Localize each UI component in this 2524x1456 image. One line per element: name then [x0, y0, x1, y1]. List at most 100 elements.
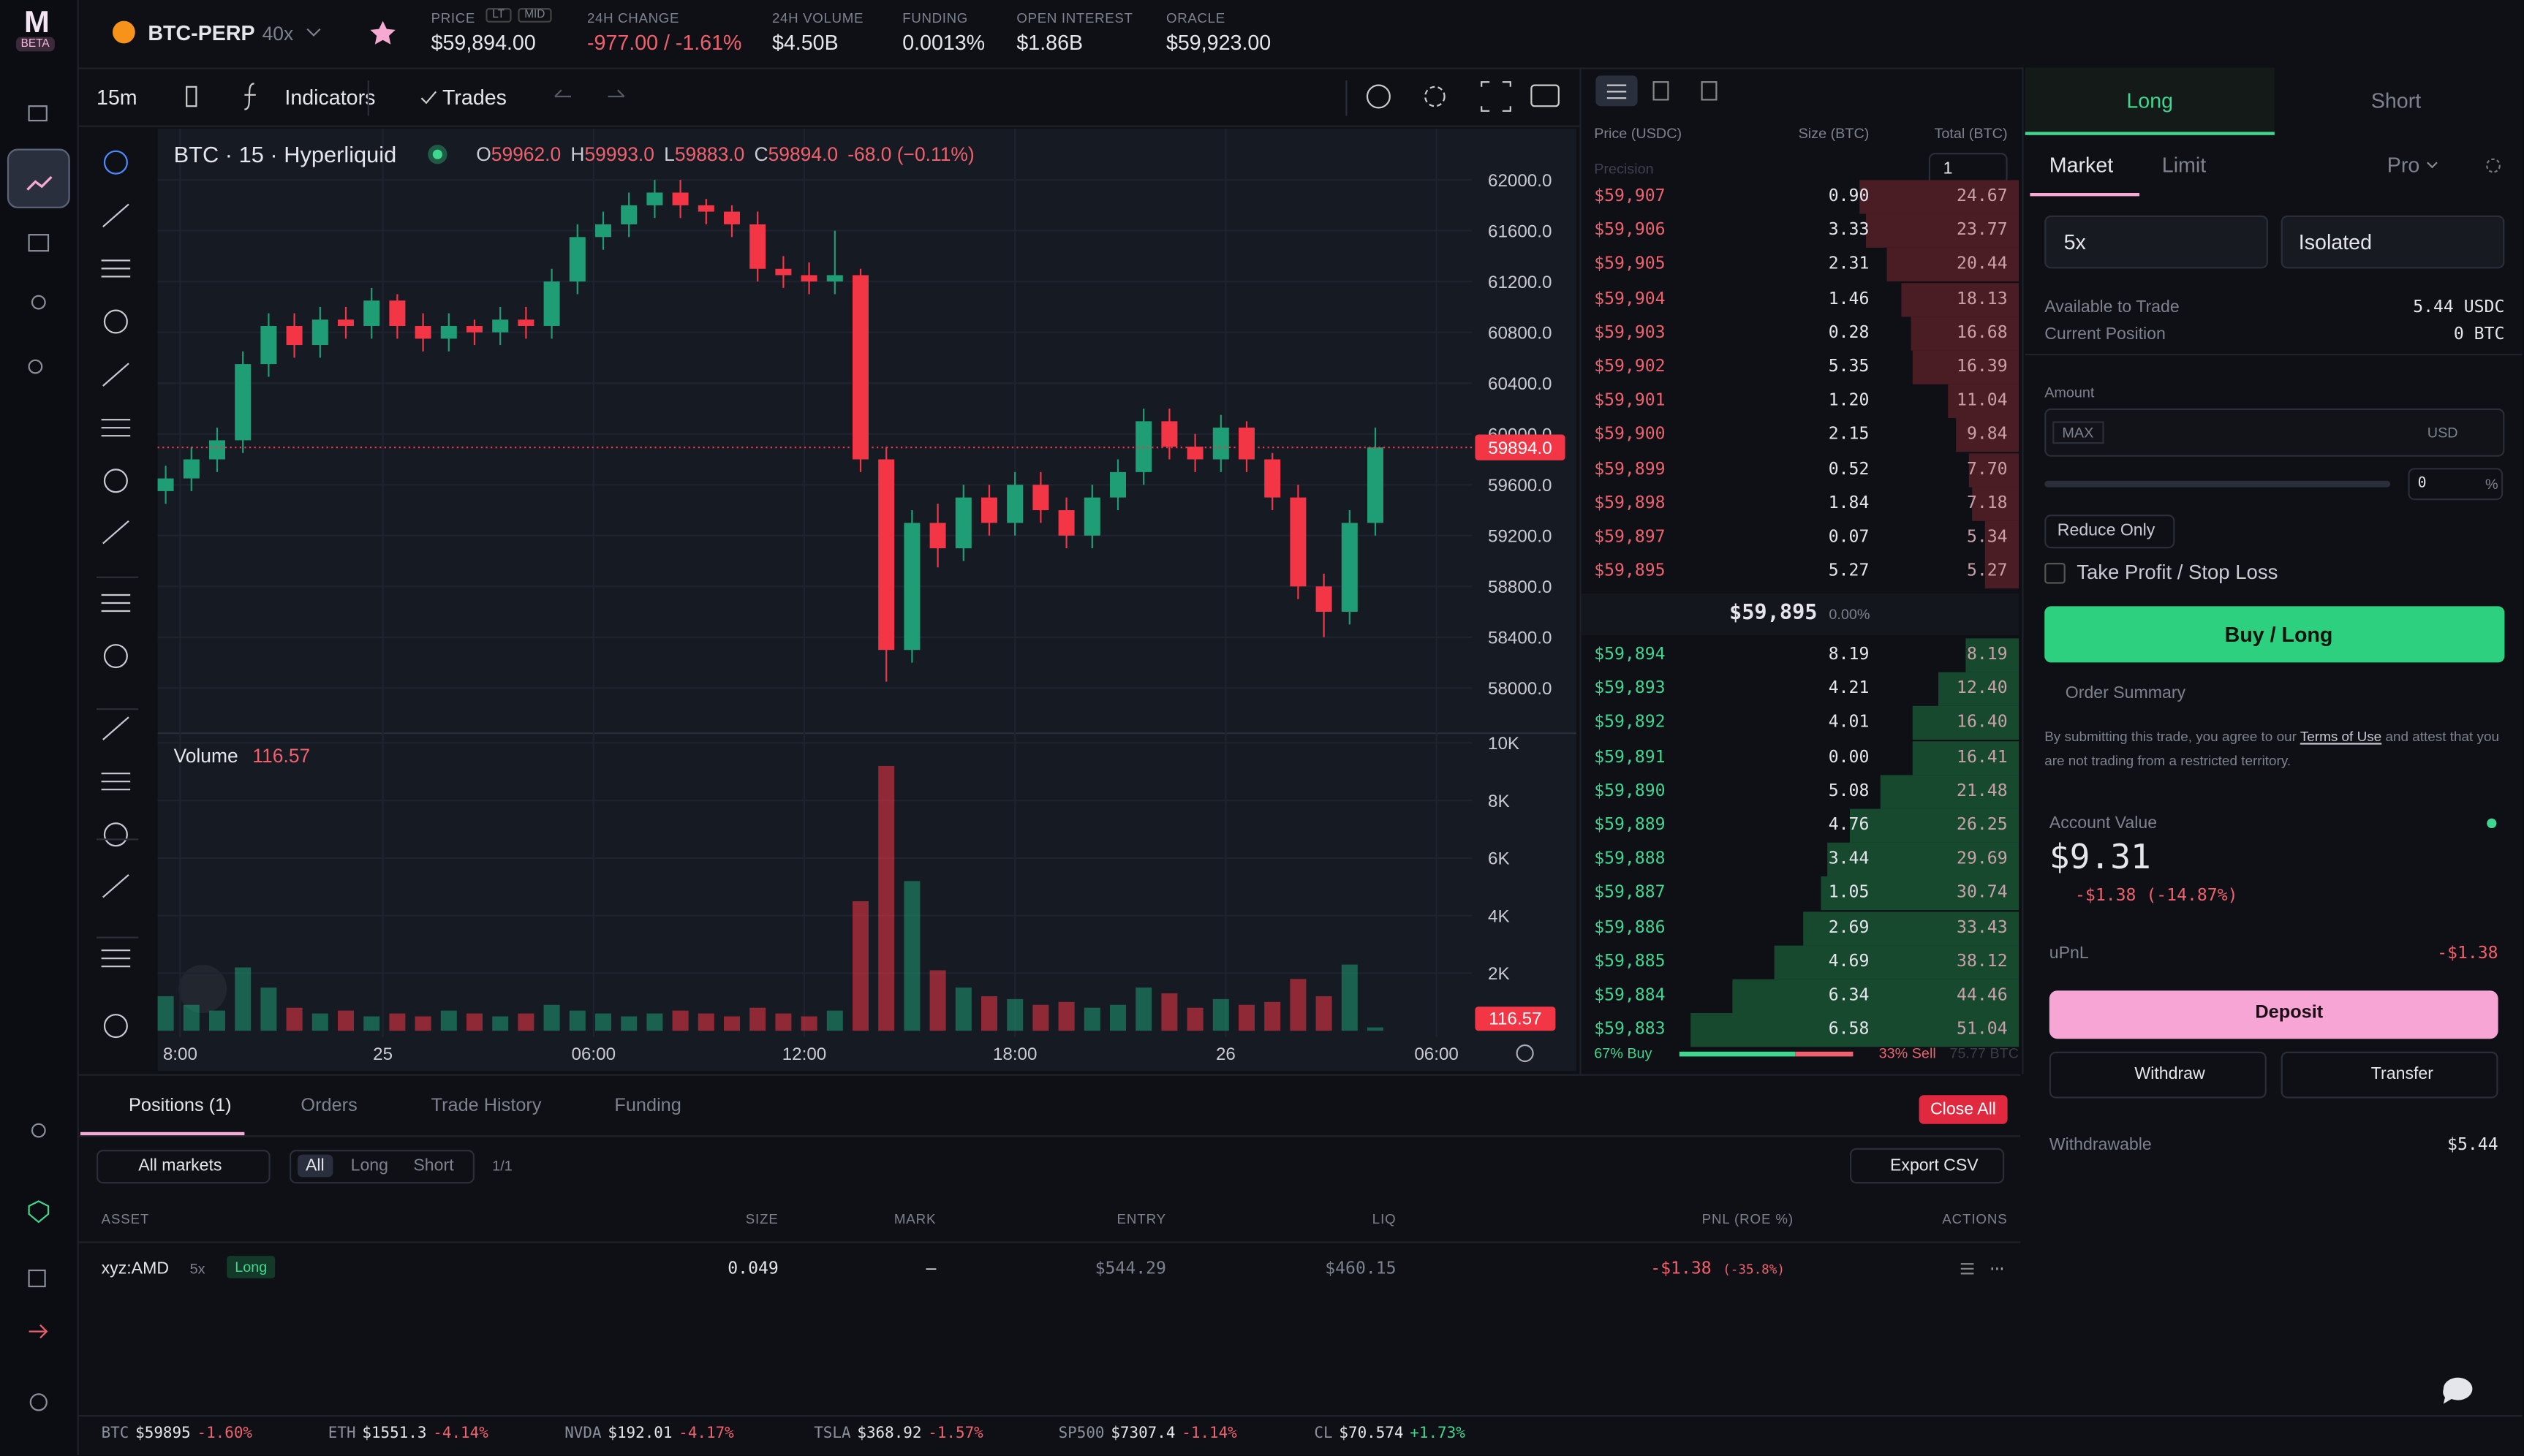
reduce-only-button[interactable] — [2044, 515, 2175, 549]
spread: $59,895 — [1729, 601, 1818, 626]
favorite-star[interactable] — [370, 20, 396, 45]
tool-icon[interactable] — [103, 644, 128, 669]
nav-copy[interactable] — [28, 1269, 46, 1288]
fullscreen-icon[interactable] — [1481, 81, 1511, 112]
volume-bar — [157, 996, 174, 1031]
tpsl-checkbox[interactable] — [2044, 563, 2066, 584]
margin: Isolated — [2298, 230, 2373, 254]
gear[interactable] — [2486, 158, 2501, 173]
tabs[interactable]: Funding — [614, 1096, 681, 1116]
undo-redo[interactable] — [554, 89, 625, 98]
max[interactable]: MAX — [2052, 421, 2104, 444]
chat-button[interactable] — [2438, 1375, 2477, 1410]
leverage-box[interactable] — [2044, 215, 2268, 269]
nav-referral[interactable] — [28, 359, 43, 374]
bids: 4.01 — [1828, 713, 1870, 732]
drawing-toolbar — [80, 129, 155, 1072]
indicators[interactable]: Indicators — [284, 85, 376, 110]
tabs[interactable]: Trade History — [431, 1096, 542, 1116]
candle-body — [801, 275, 817, 282]
tabs[interactable]: Short — [2370, 88, 2422, 113]
deposit-button[interactable] — [2049, 990, 2498, 1039]
view-active[interactable] — [1595, 75, 1638, 107]
y-tick-label: 60800.0 — [1488, 323, 1552, 343]
column-header: SIZE — [745, 1210, 779, 1227]
visibility-dot[interactable] — [425, 142, 450, 167]
sides[interactable]: All — [298, 1154, 333, 1178]
screenshot-icon[interactable] — [1530, 84, 1560, 107]
volume-bar — [1341, 964, 1358, 1031]
side-filter — [290, 1150, 475, 1184]
nav-home[interactable] — [28, 105, 48, 122]
slider[interactable] — [2044, 480, 2391, 488]
tab-underline — [2030, 193, 2139, 197]
tool-icons — [97, 150, 139, 1039]
amount-input[interactable] — [2044, 408, 2505, 457]
bids: 8.19 — [1966, 645, 2008, 664]
bids: $59,893 — [1594, 678, 1666, 699]
symbol[interactable]: BTC-PERP — [148, 20, 255, 45]
tool-icon[interactable] — [103, 469, 128, 493]
trades[interactable]: Trades — [442, 85, 507, 110]
nav-active[interactable] — [7, 148, 70, 208]
tool-icon[interactable] — [103, 1014, 128, 1039]
nav-theme[interactable] — [29, 1393, 48, 1411]
dot — [432, 149, 442, 159]
market-filter[interactable] — [97, 1150, 271, 1184]
sides[interactable]: Short — [413, 1156, 454, 1176]
symbol: SP500 — [1058, 1425, 1105, 1443]
tool-icon[interactable] — [103, 822, 128, 847]
tabs[interactable]: Long — [2126, 88, 2174, 113]
settings-icon[interactable] — [1424, 86, 1446, 107]
buy-button[interactable] — [2044, 606, 2505, 663]
pct-box[interactable] — [2408, 468, 2504, 501]
asks: 23.77 — [1957, 220, 2008, 240]
tabs[interactable]: Positions (1) — [129, 1096, 232, 1116]
tool-icon[interactable] — [101, 773, 131, 791]
types[interactable]: Market — [2049, 153, 2114, 177]
long-tab-bg[interactable] — [2025, 67, 2275, 135]
interval[interactable]: 15m — [97, 85, 137, 110]
types[interactable]: Pro — [2387, 153, 2420, 177]
alert-icon[interactable] — [1366, 84, 1391, 109]
y-tick-label: 61600.0 — [1488, 221, 1552, 241]
tool-icon[interactable] — [101, 259, 131, 278]
headers: Price (USDC) — [1594, 125, 1682, 142]
tool-icon[interactable] — [102, 716, 129, 740]
nav-trade[interactable] — [26, 175, 53, 191]
row-actions[interactable] — [1960, 1261, 2008, 1280]
chevron[interactable] — [306, 28, 321, 37]
depth-bar — [1773, 945, 2019, 979]
tool-icon[interactable] — [102, 520, 129, 545]
candle-type[interactable] — [186, 86, 197, 107]
types[interactable]: Limit — [2161, 153, 2207, 177]
tool-icon[interactable] — [103, 309, 128, 334]
nav-account[interactable] — [31, 295, 46, 310]
margin-box[interactable] — [2281, 215, 2505, 269]
nav-shield[interactable] — [28, 1200, 50, 1224]
view-asks[interactable] — [1701, 81, 1718, 101]
tool-icon[interactable] — [101, 949, 131, 968]
tool-icon[interactable] — [101, 419, 131, 437]
tool-icon[interactable] — [102, 873, 129, 898]
nav-portfolio[interactable] — [28, 234, 50, 252]
column-header: PNL (ROE %) — [1701, 1210, 1794, 1227]
tool-icon[interactable] — [103, 150, 128, 175]
withdraw-button[interactable] — [2049, 1051, 2267, 1099]
sides[interactable]: Long — [350, 1156, 388, 1176]
disclaimer[interactable]: Terms of Use — [2300, 728, 2382, 745]
view-bids[interactable] — [1652, 81, 1669, 101]
tool-icon[interactable] — [102, 203, 129, 228]
tabs[interactable]: Orders — [301, 1096, 358, 1116]
summary[interactable]: Order Summary — [2065, 683, 2186, 703]
nav-logout[interactable] — [29, 1324, 48, 1339]
export-button[interactable] — [1850, 1148, 2005, 1184]
nav-user[interactable] — [31, 1123, 46, 1138]
settings-icon[interactable] — [1516, 1044, 1534, 1063]
asks: 2.31 — [1828, 254, 1870, 274]
tool-icon[interactable] — [101, 594, 131, 613]
transfer-button[interactable] — [2281, 1051, 2498, 1099]
close-all[interactable]: Close All — [1919, 1095, 2008, 1124]
tool-icon[interactable] — [102, 363, 129, 387]
